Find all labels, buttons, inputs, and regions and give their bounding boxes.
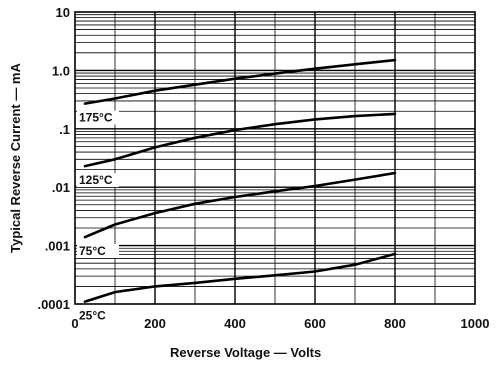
series-label: 25°C — [79, 309, 106, 323]
y-tick-label: .001 — [45, 239, 70, 254]
x-tick-label: 1000 — [461, 316, 490, 331]
y-tick-label: .0001 — [37, 297, 70, 312]
x-tick-label: 800 — [384, 316, 406, 331]
y-tick-label: 1.0 — [52, 63, 70, 78]
x-tick-label: 200 — [144, 316, 166, 331]
x-tick-labels: 0 200 400 600 800 1000 — [71, 316, 489, 331]
x-tick-label: 0 — [71, 316, 78, 331]
series-label-background — [77, 110, 119, 125]
series-label: 125°C — [79, 173, 113, 187]
series-line — [83, 252, 397, 303]
series-labels: 175°C 125°C 75°C 25°C — [77, 110, 119, 323]
x-tick-label: 400 — [224, 316, 246, 331]
y-tick-label: 10 — [56, 5, 70, 20]
series-line — [83, 171, 397, 239]
y-tick-label: .01 — [52, 180, 70, 195]
series-line — [83, 112, 397, 168]
plot-frame — [74, 11, 476, 305]
series-label-background — [77, 244, 119, 259]
series-label: 175°C — [79, 111, 113, 125]
x-axis-label: Reverse Voltage — Volts — [170, 345, 321, 360]
series-line — [83, 58, 397, 105]
y-tick-labels: .0001 .001 .01 .1 1.0 10 — [37, 5, 70, 312]
series-label-background — [77, 308, 119, 323]
y-tick-label: .1 — [59, 122, 70, 137]
series-label: 75°C — [79, 244, 106, 258]
series-label-background — [77, 173, 119, 188]
x-tick-label: 600 — [304, 316, 326, 331]
grid — [75, 12, 475, 304]
y-axis-label: Typical Reverse Current — mA — [8, 63, 23, 253]
series-curves — [83, 58, 397, 303]
